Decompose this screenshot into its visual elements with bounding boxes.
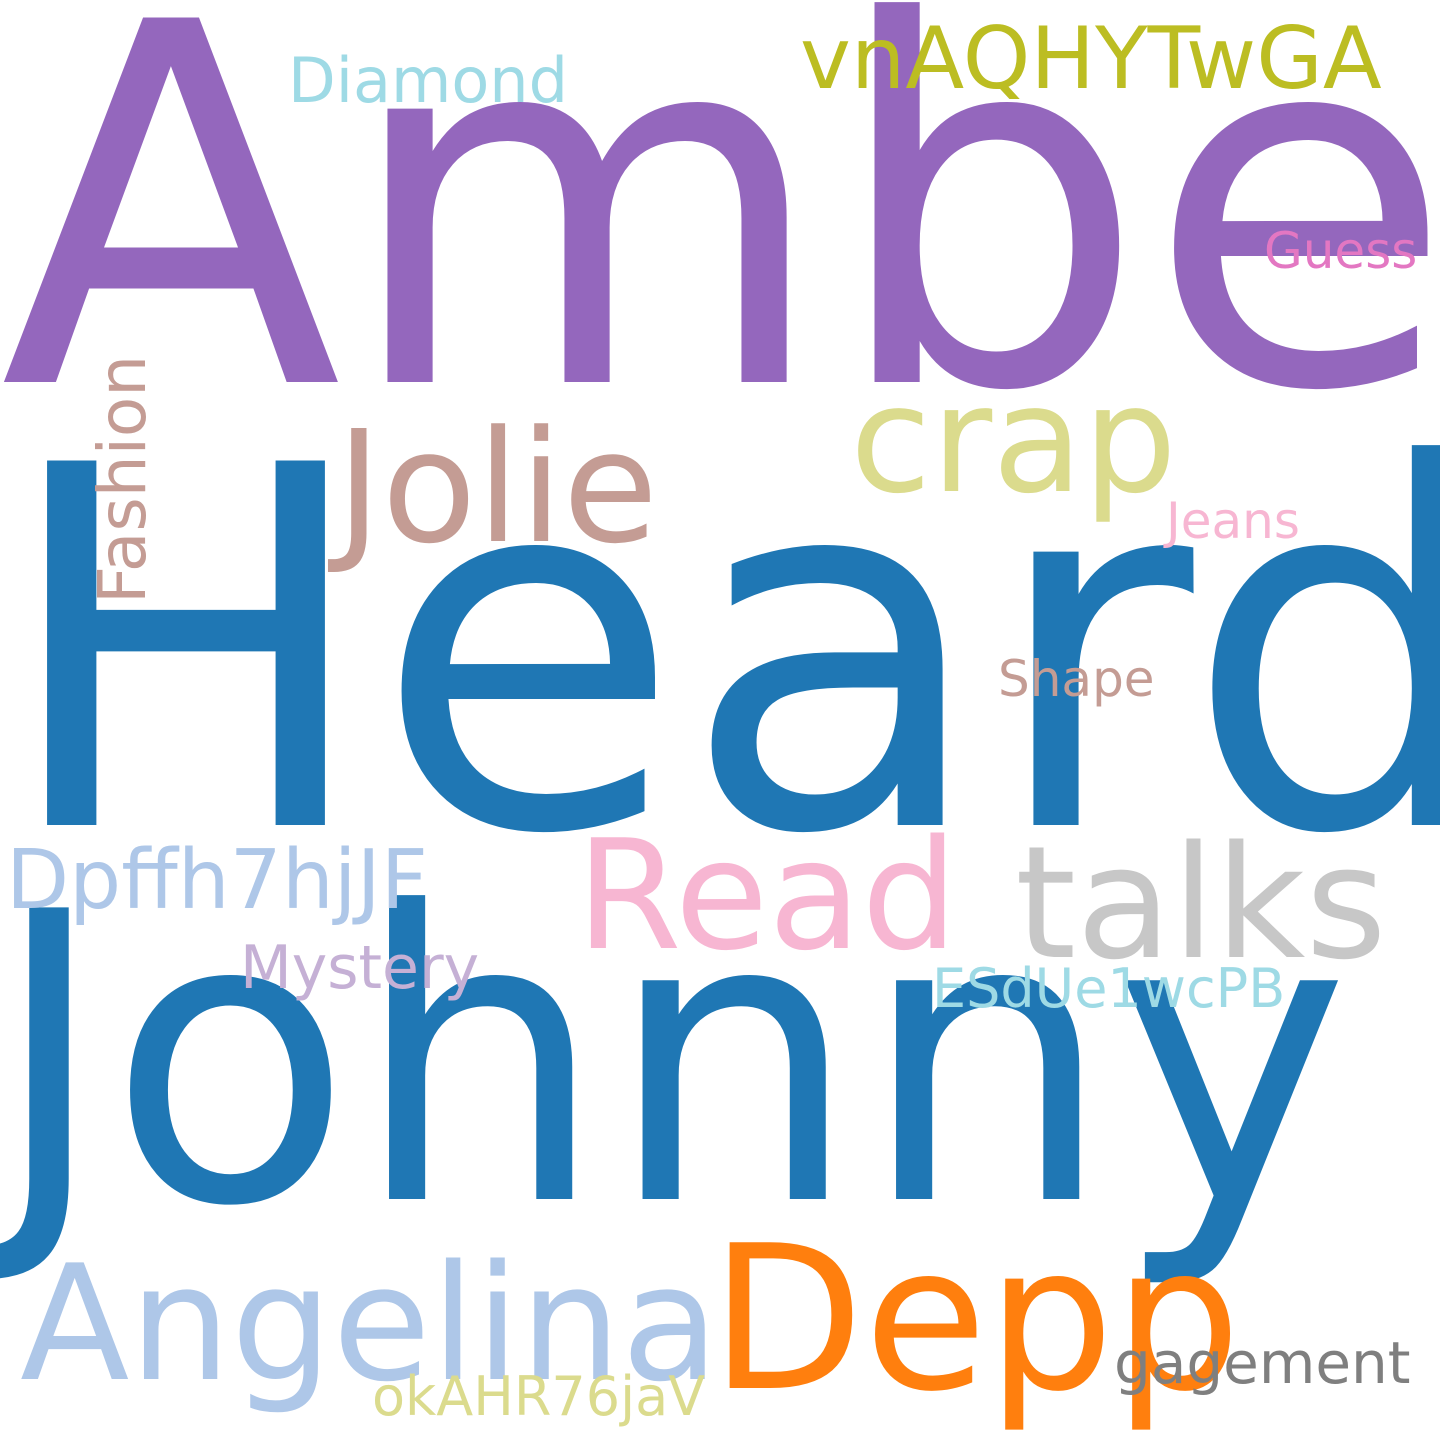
word-fashion: Fashion (84, 354, 161, 604)
word-depp: Depp (710, 1203, 1241, 1436)
word-dpffh7hjjf: Dpffh7hjJF (6, 833, 428, 928)
word-okahr76jav: okAHR76jaV (372, 1365, 706, 1428)
word-amber: Amber (0, 0, 1440, 500)
word-talks: talks (1015, 812, 1387, 994)
word-crap: crap (850, 354, 1177, 526)
word-guess: Guess (1264, 222, 1418, 280)
word-jolie: Jolie (336, 397, 659, 578)
word-diamond: Diamond (288, 44, 568, 117)
word-esdue1wcpb: ESdUe1wcPB (932, 957, 1286, 1020)
word-read: Read (576, 807, 958, 984)
word-angelina: Angelina (20, 1230, 720, 1417)
word-vnaqhytwga: vnAQHYTwGA (800, 9, 1382, 109)
word-mystery: Mystery (240, 933, 480, 1003)
word-gagement: gagement (1114, 1329, 1411, 1397)
word-shape: Shape (998, 650, 1155, 708)
word-johnny: Johnny (0, 829, 1350, 1294)
word-jeans: Jeans (1166, 492, 1300, 550)
word-heard: Heard (0, 361, 1440, 943)
